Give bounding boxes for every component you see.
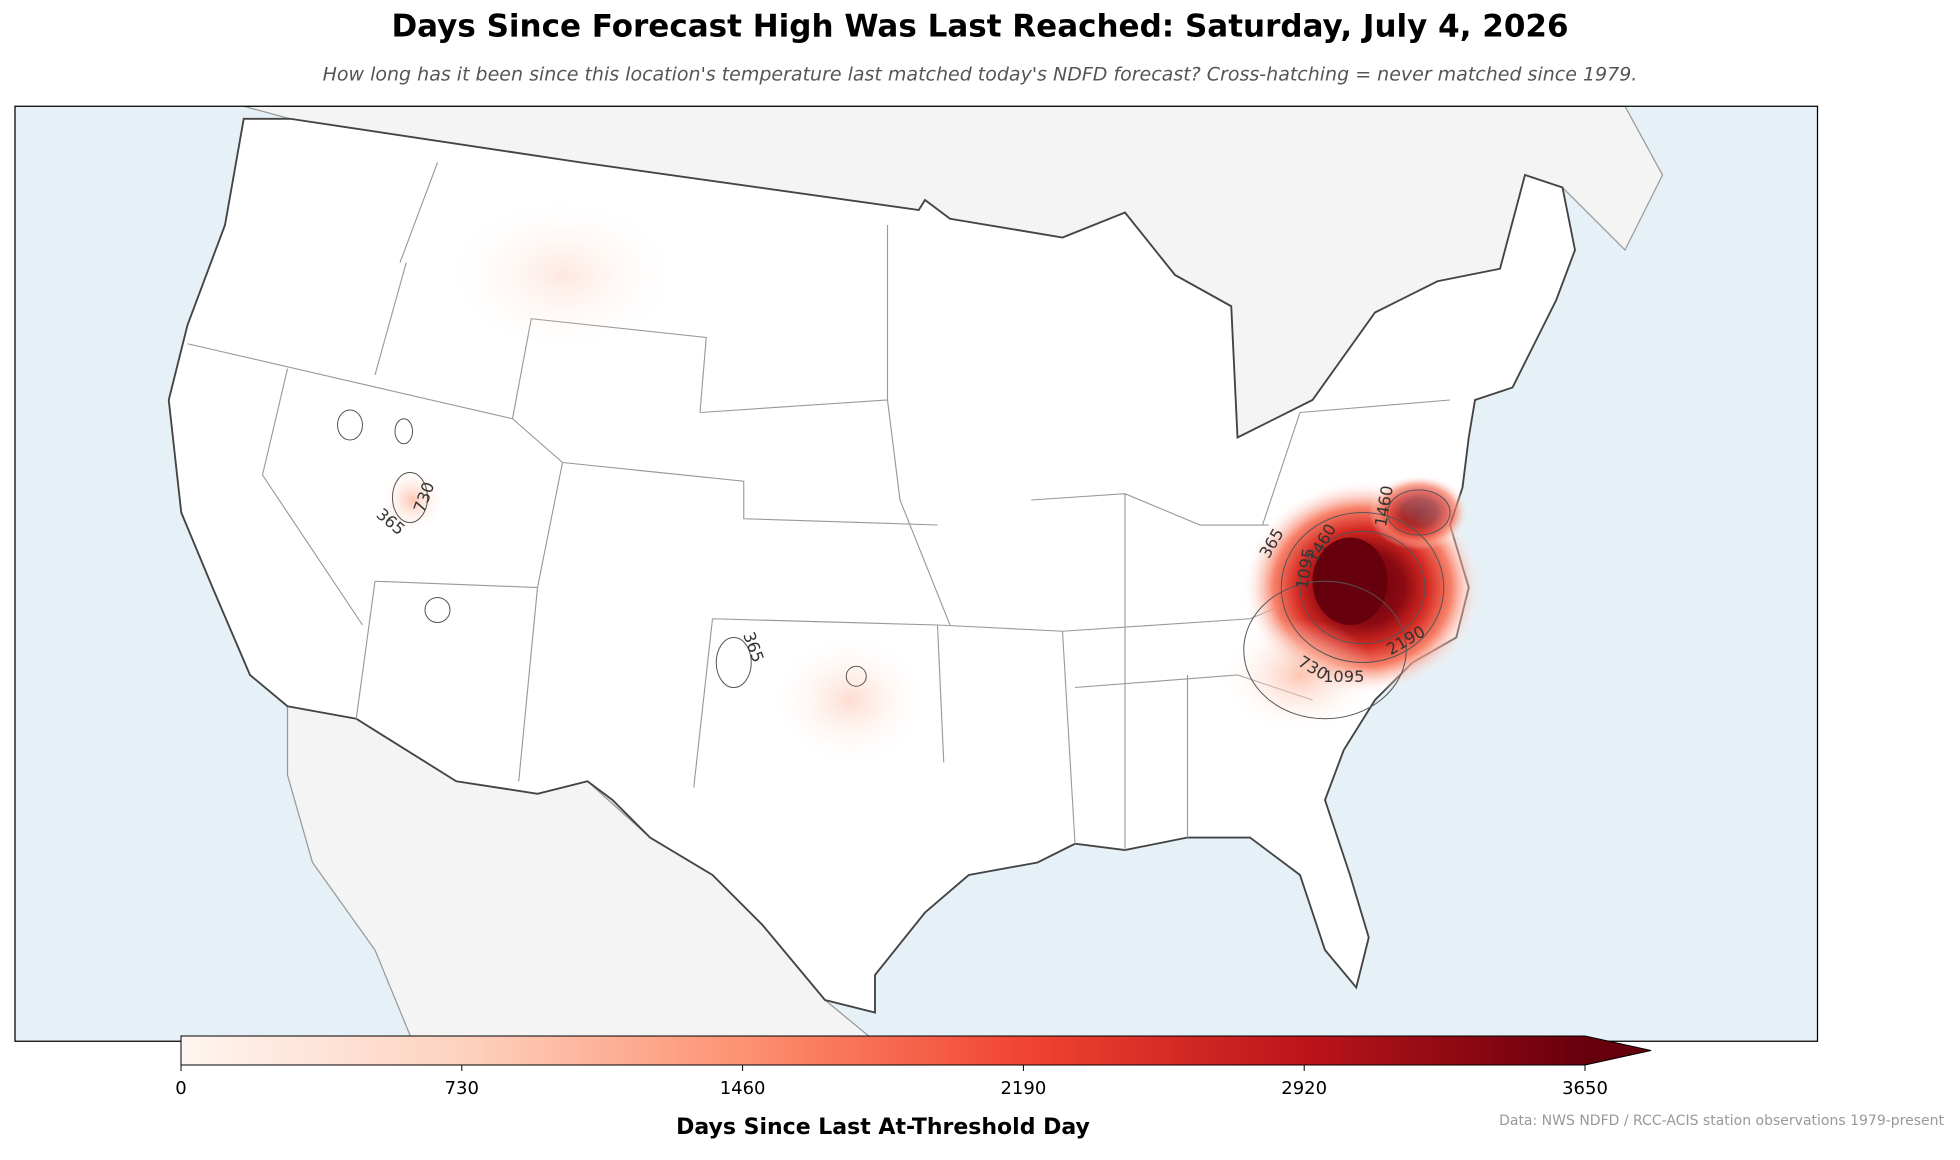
heat-layer (381, 200, 1482, 763)
colorbar-gradient (181, 1036, 1585, 1065)
title: Days Since Forecast High Was Last Reache… (391, 9, 1568, 45)
contour-label: 1095 (1323, 667, 1364, 686)
source-note: Data: NWS NDFD / RCC-ACIS station observ… (1499, 1113, 1944, 1129)
colorbar-tick-label: 730 (445, 1078, 479, 1099)
colorbar-tick-label: 3650 (1562, 1078, 1608, 1099)
colorbar-tick-label: 1460 (720, 1078, 766, 1099)
colorbar-outline (180, 1035, 1652, 1066)
map: 365 730 365 1460 1095 1460 730 1095 2190… (14, 105, 1819, 1042)
subtitle: How long has it been since this location… (323, 64, 1638, 86)
colorbar: 0 730 1460 2190 2920 3650 Days Since Last At-T… (175, 1035, 1652, 1140)
colorbar-tick-label: 2190 (1000, 1078, 1046, 1099)
colorbar-extension (1585, 1036, 1651, 1065)
colorbar-tick-label: 0 (175, 1078, 186, 1099)
colorbar-tick-label: 2920 (1281, 1078, 1327, 1099)
contours (337, 409, 1451, 720)
colorbar-label: Days Since Last At-Threshold Day (676, 1115, 1090, 1140)
